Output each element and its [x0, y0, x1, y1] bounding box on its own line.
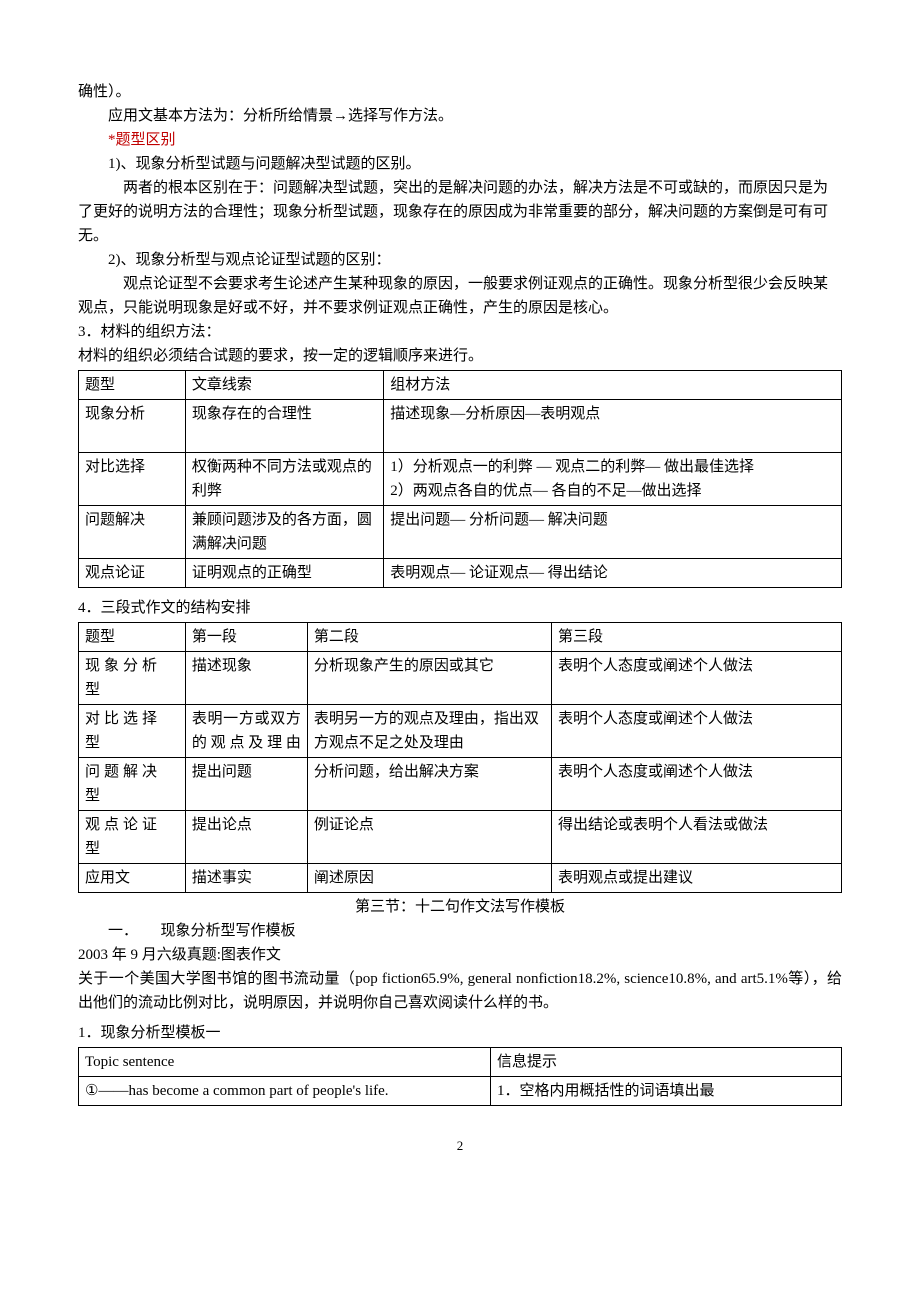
- intro-line-4: 1)、现象分析型试题与问题解决型试题的区别。: [78, 152, 842, 176]
- table-header-cell: 第一段: [185, 623, 307, 652]
- table-cell: 问题解决型: [79, 758, 186, 811]
- intro-line-7: 观点论证型不会要求考生论述产生某种现象的原因，一般要求例证观点的正确性。现象分析…: [78, 272, 842, 320]
- intro-line-6: 2)、现象分析型与观点论证型试题的区别：: [78, 248, 842, 272]
- table-row: 问题解决型 提出问题 分析问题，给出解决方案 表明个人态度或阐述个人做法: [79, 758, 842, 811]
- table-row: 对比选择 权衡两种不同方法或观点的利弊 1）分析观点一的利弊 — 观点二的利弊—…: [79, 453, 842, 506]
- table-cell: 观点论证型: [79, 811, 186, 864]
- table-cell: 得出结论或表明个人看法或做法: [552, 811, 842, 864]
- cell-text: 观点论证型: [85, 817, 161, 857]
- table-row: 现象分析型 描述现象 分析现象产生的原因或其它 表明个人态度或阐述个人做法: [79, 652, 842, 705]
- table-cell: 证明观点的正确型: [185, 559, 383, 588]
- table-cell: 表明另一方的观点及理由，指出双方观点不足之处及理由: [307, 705, 551, 758]
- table-header-cell: 组材方法: [384, 371, 842, 400]
- cell-text: 问题解决型: [85, 764, 161, 804]
- table-cell: 应用文: [79, 864, 186, 893]
- table-cell: ①——has become a common part of people's …: [79, 1077, 491, 1106]
- table-header-cell: 题型: [79, 371, 186, 400]
- table-row: 对比选择型 表明一方或双方的观点及理由 表明另一方的观点及理由，指出双方观点不足…: [79, 705, 842, 758]
- table-row: 现象分析 现象存在的合理性 描述现象—分析原因—表明观点: [79, 400, 842, 453]
- table-cell: 描述事实: [185, 864, 307, 893]
- intro-line-5: 两者的根本区别在于：问题解决型试题，突出的是解决问题的办法，解决方法是不可或缺的…: [78, 176, 842, 248]
- template1-title: 1．现象分析型模板一: [78, 1021, 842, 1045]
- table-cell: 表明个人态度或阐述个人做法: [552, 705, 842, 758]
- table-cell: 提出问题— 分析问题— 解决问题: [384, 506, 842, 559]
- table-cell: 表明个人态度或阐述个人做法: [552, 758, 842, 811]
- page-number: 2: [78, 1136, 842, 1157]
- table-cell: 描述现象—分析原因—表明观点: [384, 400, 842, 453]
- intro-line-3: *题型区别: [78, 128, 842, 152]
- table-cell: 分析现象产生的原因或其它: [307, 652, 551, 705]
- table-three-paragraph-structure: 题型 第一段 第二段 第三段 现象分析型 描述现象 分析现象产生的原因或其它 表…: [78, 622, 842, 893]
- table-header-cell: 文章线索: [185, 371, 383, 400]
- table-header-cell: 信息提示: [491, 1048, 842, 1077]
- table-row: 问题解决 兼顾问题涉及的各方面，圆满解决问题 提出问题— 分析问题— 解决问题: [79, 506, 842, 559]
- table-cell: 对比选择型: [79, 705, 186, 758]
- table-cell: 提出问题: [185, 758, 307, 811]
- intro-line-3-text: 题型区别: [116, 132, 176, 148]
- table-organization-methods: 题型 文章线索 组材方法 现象分析 现象存在的合理性 描述现象—分析原因—表明观…: [78, 370, 842, 588]
- table-cell: 描述现象: [185, 652, 307, 705]
- table-row: 观点论证型 提出论点 例证论点 得出结论或表明个人看法或做法: [79, 811, 842, 864]
- table-header-cell: 第二段: [307, 623, 551, 652]
- cell-text: 对比选择型: [85, 711, 161, 751]
- table-cell: 现象分析型: [79, 652, 186, 705]
- table-cell: 提出论点: [185, 811, 307, 864]
- table-row: 题型 文章线索 组材方法: [79, 371, 842, 400]
- table-cell: 1．空格内用概括性的词语填出最: [491, 1077, 842, 1106]
- cell-text: 现象分析型: [85, 658, 161, 698]
- exam-line: 2003 年 9 月六级真题:图表作文: [78, 943, 842, 967]
- table-cell: 对比选择: [79, 453, 186, 506]
- table-row: ①——has become a common part of people's …: [79, 1077, 842, 1106]
- section3-title: 第三节：十二句作文法写作模板: [78, 895, 842, 919]
- table-cell: 兼顾问题涉及的各方面，圆满解决问题: [185, 506, 383, 559]
- table-row: 题型 第一段 第二段 第三段: [79, 623, 842, 652]
- table-cell: 阐述原因: [307, 864, 551, 893]
- table-cell: 分析问题，给出解决方案: [307, 758, 551, 811]
- cell-text: 现象存在的合理性: [192, 406, 312, 422]
- table-cell: 表明一方或双方的观点及理由: [185, 705, 307, 758]
- section4-title: 4．三段式作文的结构安排: [78, 596, 842, 620]
- table-template-one: Topic sentence 信息提示 ①——has become a comm…: [78, 1047, 842, 1106]
- table-cell: 现象存在的合理性: [185, 400, 383, 453]
- table-row: 观点论证 证明观点的正确型 表明观点— 论证观点— 得出结论: [79, 559, 842, 588]
- table-header-cell: 第三段: [552, 623, 842, 652]
- asterisk-marker: *: [108, 132, 116, 148]
- table-cell: 现象分析: [79, 400, 186, 453]
- table-cell: 1）分析观点一的利弊 — 观点二的利弊— 做出最佳选择 2）两观点各自的优点— …: [384, 453, 842, 506]
- table-cell: 观点论证: [79, 559, 186, 588]
- template-heading: 一． 现象分析型写作模板: [78, 919, 842, 943]
- exam-description: 关于一个美国大学图书馆的图书流动量（pop fiction65.9%, gene…: [78, 967, 842, 1015]
- table-cell: 例证论点: [307, 811, 551, 864]
- table-header-cell: 题型: [79, 623, 186, 652]
- intro-line-2: 应用文基本方法为：分析所给情景→选择写作方法。: [78, 104, 842, 128]
- table-cell: 问题解决: [79, 506, 186, 559]
- table-row: 应用文 描述事实 阐述原因 表明观点或提出建议: [79, 864, 842, 893]
- intro-line-1: 确性）。: [78, 80, 842, 104]
- table-row: Topic sentence 信息提示: [79, 1048, 842, 1077]
- table-cell: 表明个人态度或阐述个人做法: [552, 652, 842, 705]
- table-cell: 表明观点或提出建议: [552, 864, 842, 893]
- intro-line-8: 3．材料的组织方法：: [78, 320, 842, 344]
- table-header-cell: Topic sentence: [79, 1048, 491, 1077]
- table-cell: 权衡两种不同方法或观点的利弊: [185, 453, 383, 506]
- table-cell: 表明观点— 论证观点— 得出结论: [384, 559, 842, 588]
- intro-line-9: 材料的组织必须结合试题的要求，按一定的逻辑顺序来进行。: [78, 344, 842, 368]
